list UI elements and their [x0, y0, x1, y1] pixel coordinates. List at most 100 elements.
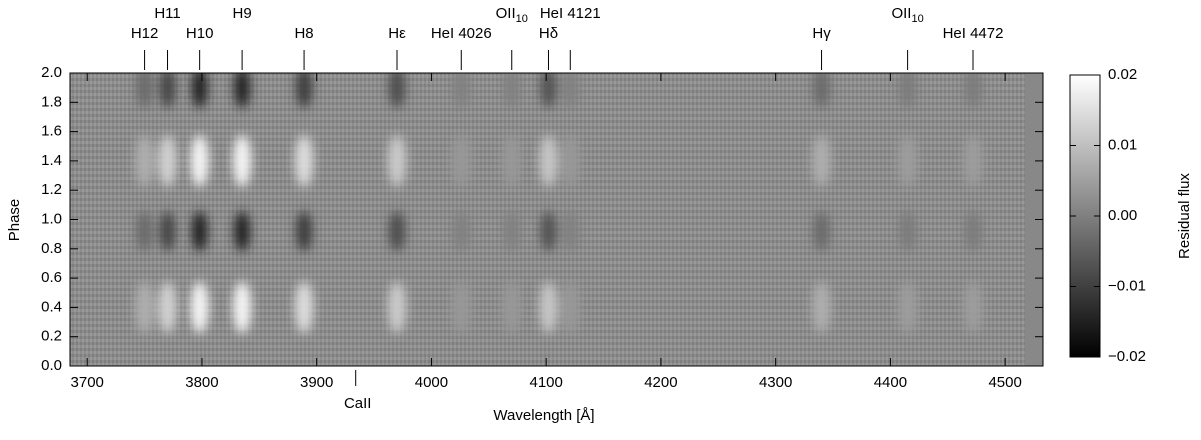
bottom-annotation-label: CaII [344, 395, 372, 412]
x-axis-label: Wavelength [Å] [493, 407, 594, 424]
bright-residual [233, 281, 252, 334]
dark-residual [234, 211, 251, 252]
dark-residual [899, 211, 916, 252]
colorbar-tick-label: 0.00 [1108, 207, 1137, 224]
bright-residual [502, 134, 521, 187]
x-tick-label: 4000 [415, 374, 448, 391]
colorbar-tick-label: 0.01 [1108, 136, 1137, 153]
bright-residual [539, 281, 558, 334]
dark-residual [234, 73, 251, 108]
bright-residual [190, 281, 209, 334]
dark-residual [296, 73, 313, 108]
dark-residual [965, 73, 982, 108]
colorbar-tick-label: −0.02 [1108, 348, 1146, 365]
dark-residual [503, 73, 520, 108]
dark-residual [136, 211, 153, 252]
bright-residual [561, 134, 580, 187]
line-label: Hδ [539, 25, 558, 42]
dark-residual [191, 211, 208, 252]
dark-residual [540, 73, 557, 108]
heatmap-edge [1025, 73, 1043, 366]
bright-residual [561, 281, 580, 334]
bright-residual [452, 134, 471, 187]
dark-residual [540, 211, 557, 252]
dark-residual [453, 211, 470, 252]
bright-residual [135, 134, 154, 187]
x-tick-label: 4400 [874, 374, 907, 391]
bright-residual [388, 281, 407, 334]
y-tick-label: 1.0 [41, 210, 62, 227]
line-label: H12 [131, 25, 159, 42]
line-label: OII10 [891, 5, 923, 25]
bright-residual [190, 134, 209, 187]
y-axis-label: Phase [6, 199, 23, 242]
line-label-text: OII [496, 5, 516, 22]
bright-residual [964, 134, 983, 187]
line-label-text: H10 [186, 25, 214, 42]
y-tick-label: 1.6 [41, 123, 62, 140]
line-label: Hε [388, 25, 406, 42]
colorbar-tick-label: −0.01 [1108, 277, 1146, 294]
line-label-text: Hε [388, 25, 406, 42]
bright-residual [158, 134, 177, 187]
line-label-text: Hγ [812, 25, 831, 42]
line-label-text: H8 [294, 25, 313, 42]
bright-residual [233, 134, 252, 187]
dark-residual [813, 211, 830, 252]
bright-residual [898, 281, 917, 334]
line-label-text: H12 [131, 25, 159, 42]
x-tick-label: 4200 [644, 374, 677, 391]
bright-residual [135, 281, 154, 334]
y-tick-label: 0.0 [41, 357, 62, 374]
y-tick-label: 0.8 [41, 240, 62, 257]
bright-residual [898, 134, 917, 187]
dark-residual [159, 211, 176, 252]
dark-residual [389, 73, 406, 108]
line-label: Hγ [812, 25, 831, 42]
dark-residual [965, 211, 982, 252]
bright-residual [964, 281, 983, 334]
x-tick-label: 4100 [529, 374, 562, 391]
line-label: HeI 4026 [431, 25, 492, 42]
colorbar-label: Residual flux [1176, 173, 1193, 259]
x-tick-label: 4500 [988, 374, 1021, 391]
line-label-text: Hδ [539, 25, 558, 42]
bright-residual [452, 281, 471, 334]
line-label: H11 [154, 5, 180, 22]
x-tick-label: 3700 [71, 374, 104, 391]
line-label: H8 [294, 25, 313, 42]
dark-residual [562, 211, 579, 252]
dark-residual [296, 211, 313, 252]
dark-residual [453, 73, 470, 108]
bright-residual [539, 134, 558, 187]
y-tick-label: 0.4 [41, 298, 62, 315]
colorbar-tick-label: 0.02 [1108, 66, 1137, 83]
y-tick-label: 0.6 [41, 269, 62, 286]
bright-residual [295, 281, 314, 334]
y-tick-label: 1.2 [41, 181, 62, 198]
bright-residual [388, 134, 407, 187]
bright-residual [812, 134, 831, 187]
bright-residual [158, 281, 177, 334]
dark-residual [503, 211, 520, 252]
heatmap-features [135, 73, 983, 334]
line-label-sub: 10 [516, 13, 528, 25]
dark-residual [813, 73, 830, 108]
dark-residual [159, 73, 176, 108]
bright-residual [812, 281, 831, 334]
line-label-sub: 10 [911, 13, 923, 25]
line-label: H10 [186, 25, 214, 42]
dark-residual [899, 73, 916, 108]
dark-residual [191, 73, 208, 108]
y-tick-label: 1.4 [41, 152, 62, 169]
line-label-text: HeI 4472 [943, 25, 1004, 42]
bright-residual [295, 134, 314, 187]
line-label: HeI 4472 [943, 25, 1004, 42]
line-label: HeI 4121 [540, 5, 601, 22]
x-tick-label: 3900 [300, 374, 333, 391]
dark-residual [389, 211, 406, 252]
y-tick-label: 0.2 [41, 328, 62, 345]
bright-residual [502, 281, 521, 334]
line-label-text: H9 [233, 5, 252, 22]
